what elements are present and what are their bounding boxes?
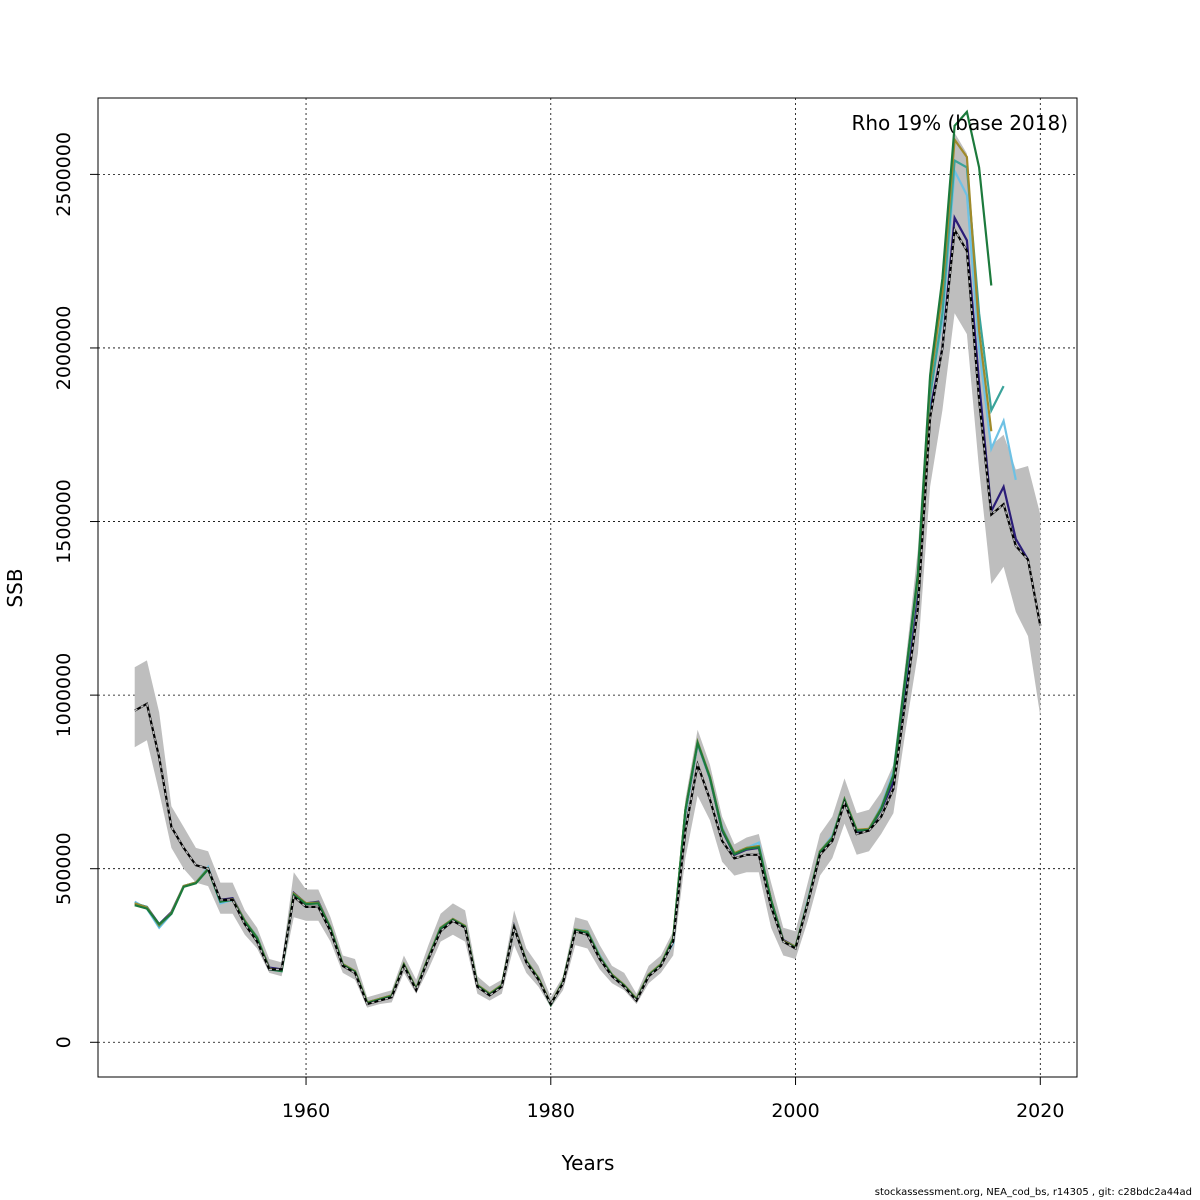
retro-series-line — [134, 166, 1017, 1007]
x-tick-label: 2020 — [1016, 1100, 1064, 1122]
retro-series-line — [134, 158, 1005, 1007]
retro-series-line — [134, 136, 993, 1007]
x-tick-label: 1980 — [527, 1100, 575, 1122]
base-series-line — [134, 226, 1042, 1007]
y-tick-label: 1500000 — [53, 479, 75, 564]
retro-series-line — [134, 109, 993, 1008]
x-axis: 1960 1980 2000 2020 — [282, 1077, 1064, 1122]
y-tick-label: 2000000 — [53, 306, 75, 391]
confidence-band — [134, 132, 1041, 1008]
y-axis: 0 500000 1000000 1500000 2000000 2500000 — [53, 132, 98, 1048]
x-axis-label: Years — [561, 1151, 615, 1175]
series-lines — [134, 109, 1042, 1008]
y-tick-label: 1000000 — [53, 653, 75, 738]
y-tick-label: 0 — [53, 1036, 75, 1048]
plot-frame — [97, 97, 1078, 1078]
rho-annotation: Rho 19% (base 2018) — [851, 111, 1068, 135]
x-tick-label: 2000 — [771, 1100, 819, 1122]
y-tick-label: 2500000 — [53, 132, 75, 217]
base-series-dash — [134, 227, 1041, 1006]
retro-series-line — [134, 214, 1029, 1007]
y-tick-label: 500000 — [53, 832, 75, 905]
y-axis-label: SSB — [3, 568, 27, 607]
ci-band-area — [134, 132, 1041, 1008]
x-tick-label: 1960 — [282, 1100, 330, 1122]
footer-credit: stockassessment.org, NEA_cod_bs, r14305 … — [874, 1187, 1192, 1198]
